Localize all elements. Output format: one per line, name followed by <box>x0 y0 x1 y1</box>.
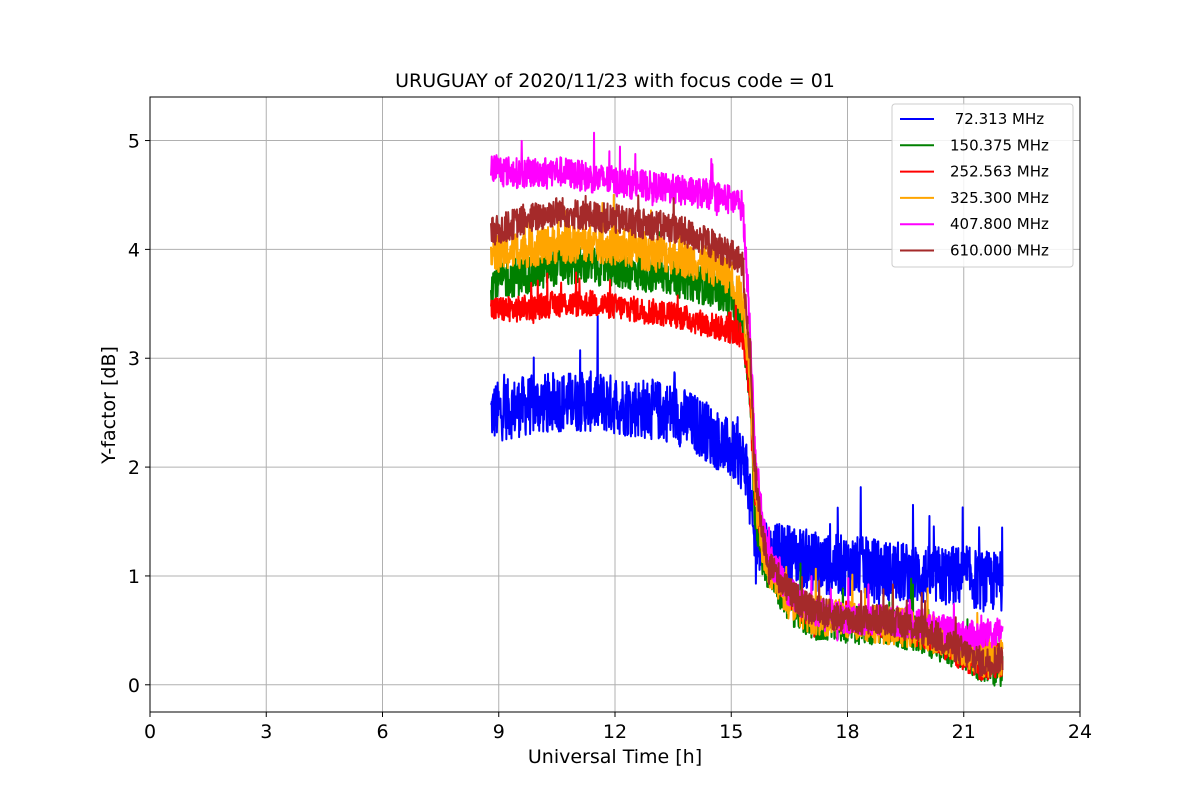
x-tick-label: 9 <box>493 721 505 743</box>
series-lines <box>490 131 1004 687</box>
legend-box <box>891 103 1074 268</box>
y-axis-label: Y-factor [dB] <box>98 346 120 465</box>
y-tick-label: 0 <box>128 675 140 697</box>
x-tick-label: 6 <box>376 721 388 743</box>
legend: 72.313 MHz 150.375 MHz 252.563 MHz 325.300 … <box>891 103 1074 268</box>
x-axis-ticks: 0 3 6 9 12 15 18 21 24 <box>144 712 1092 743</box>
legend-label: 407.800 MHz <box>950 215 1049 233</box>
legend-label: 252.563 MHz <box>950 163 1049 181</box>
y-tick-label: 5 <box>128 131 140 153</box>
y-axis-ticks: 0 1 2 3 4 5 <box>128 131 150 697</box>
x-tick-label: 0 <box>144 721 156 743</box>
legend-label: 610.000 MHz <box>950 242 1049 260</box>
chart-title: URUGUAY of 2020/11/23 with focus code = … <box>395 70 835 92</box>
y-tick-label: 4 <box>128 239 140 261</box>
x-tick-label: 15 <box>719 721 743 743</box>
series-line <box>490 271 1004 681</box>
legend-label: 150.375 MHz <box>950 136 1049 154</box>
x-tick-label: 3 <box>260 721 272 743</box>
series-line <box>490 314 1004 613</box>
x-axis-label: Universal Time [h] <box>528 746 702 768</box>
y-tick-label: 1 <box>128 566 140 588</box>
legend-label: 72.313 MHz <box>950 110 1044 128</box>
x-tick-label: 12 <box>603 721 627 743</box>
y-tick-label: 2 <box>128 457 140 479</box>
x-tick-label: 21 <box>952 721 976 743</box>
series-line <box>490 194 1004 678</box>
x-tick-label: 24 <box>1068 721 1092 743</box>
y-tick-label: 3 <box>128 348 140 370</box>
x-tick-label: 18 <box>835 721 859 743</box>
legend-label: 325.300 MHz <box>950 189 1049 207</box>
